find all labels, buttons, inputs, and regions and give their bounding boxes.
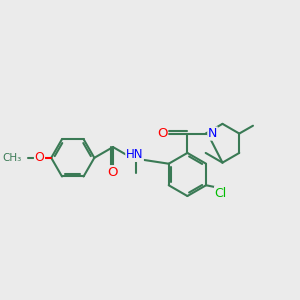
Text: O: O [34, 151, 44, 164]
Text: HN: HN [126, 148, 143, 161]
Text: O: O [157, 127, 167, 140]
Text: Cl: Cl [214, 187, 227, 200]
Text: O: O [108, 166, 118, 179]
Text: N: N [208, 127, 217, 140]
Text: CH₃: CH₃ [3, 153, 22, 163]
